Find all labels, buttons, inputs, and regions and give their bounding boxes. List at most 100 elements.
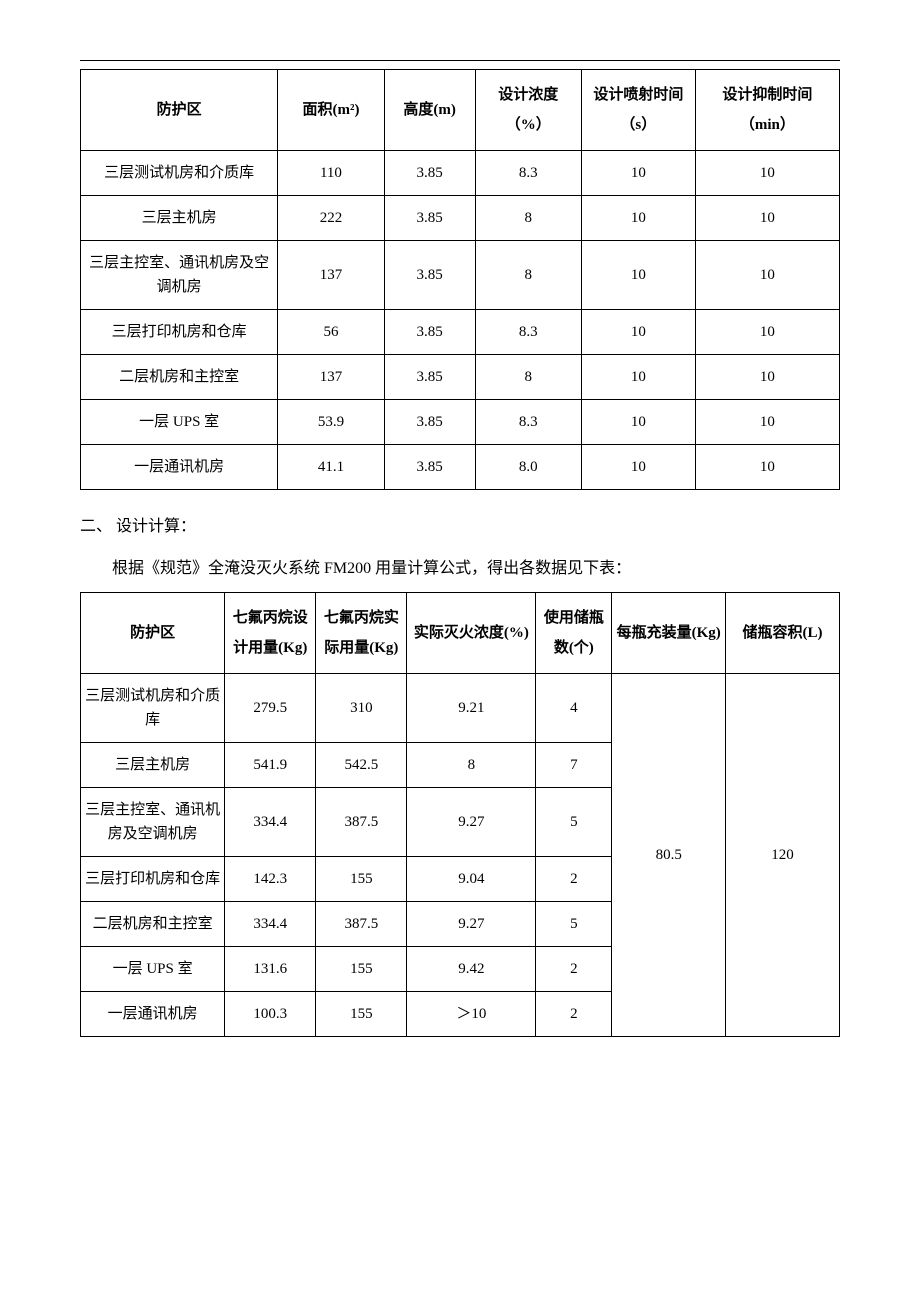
table-cell: 131.6 (225, 947, 316, 992)
table-cell: 53.9 (278, 400, 384, 445)
table-cell: 8 (475, 196, 581, 241)
col2-cyl-volume: 储瓶容积(L) (726, 593, 840, 674)
table-cell: 9.21 (407, 674, 536, 743)
col-spray-seconds: 设计喷射时间（s） (581, 70, 695, 151)
table-cell: 3.85 (384, 310, 475, 355)
table-cell: 三层主控室、通讯机房及空调机房 (81, 788, 225, 857)
table-cell: 100.3 (225, 992, 316, 1037)
table-cell: 10 (695, 310, 839, 355)
table-cell: 41.1 (278, 445, 384, 490)
col-height: 高度(m) (384, 70, 475, 151)
table-row: 三层测试机房和介质库279.53109.21480.5120 (81, 674, 840, 743)
table-cell: 10 (695, 196, 839, 241)
merged-cyl-volume-cell: 120 (726, 674, 840, 1037)
table-cell: 三层主机房 (81, 196, 278, 241)
table-cell: 110 (278, 151, 384, 196)
table-cell: 三层测试机房和介质库 (81, 151, 278, 196)
table-cell: 56 (278, 310, 384, 355)
table-cell: 2 (536, 947, 612, 992)
table-cell: 279.5 (225, 674, 316, 743)
col2-actual-conc: 实际灭火浓度(%) (407, 593, 536, 674)
table-cell: 8 (475, 241, 581, 310)
col2-zone: 防护区 (81, 593, 225, 674)
table-cell: 7 (536, 743, 612, 788)
table-cell: 334.4 (225, 788, 316, 857)
table-row: 三层测试机房和介质库1103.858.31010 (81, 151, 840, 196)
table-cell: 8.3 (475, 400, 581, 445)
table-cell: 9.04 (407, 857, 536, 902)
table-cell: 三层打印机房和仓库 (81, 310, 278, 355)
table-cell: 9.27 (407, 788, 536, 857)
table-row: 三层主机房2223.8581010 (81, 196, 840, 241)
table-cell: 5 (536, 902, 612, 947)
table-cell: 10 (695, 241, 839, 310)
section-2-note: 根据《规范》全淹没灭火系统 FM200 用量计算公式，得出各数据见下表： (80, 554, 840, 578)
table-cell: 142.3 (225, 857, 316, 902)
table-cell: 387.5 (316, 902, 407, 947)
table-cell: ＞10 (407, 992, 536, 1037)
table-cell: 三层主控室、通讯机房及空调机房 (81, 241, 278, 310)
table-cell: 10 (581, 151, 695, 196)
table-cell: 三层打印机房和仓库 (81, 857, 225, 902)
table-cell: 310 (316, 674, 407, 743)
table-cell: 334.4 (225, 902, 316, 947)
table-cell: 10 (695, 355, 839, 400)
col2-per-fill: 每瓶充装量(Kg) (612, 593, 726, 674)
col2-design-amount: 七氟丙烷设计用量(Kg) (225, 593, 316, 674)
table-cell: 一层通讯机房 (81, 445, 278, 490)
table-cell: 3.85 (384, 445, 475, 490)
table-cell: 137 (278, 241, 384, 310)
table-cell: 三层主机房 (81, 743, 225, 788)
table-cell: 542.5 (316, 743, 407, 788)
zone-parameters-table: 防护区 面积(m²) 高度(m) 设计浓度（%） 设计喷射时间（s） 设计抑制时… (80, 69, 840, 490)
table-cell: 3.85 (384, 196, 475, 241)
col-design-concentration: 设计浓度（%） (475, 70, 581, 151)
table1-header-row: 防护区 面积(m²) 高度(m) 设计浓度（%） 设计喷射时间（s） 设计抑制时… (81, 70, 840, 151)
table-cell: 8.3 (475, 151, 581, 196)
table-cell: 10 (581, 400, 695, 445)
fm200-calculation-table: 防护区 七氟丙烷设计用量(Kg) 七氟丙烷实际用量(Kg) 实际灭火浓度(%) … (80, 592, 840, 1037)
merged-per-fill-cell: 80.5 (612, 674, 726, 1037)
table-cell: 三层测试机房和介质库 (81, 674, 225, 743)
table-cell: 一层通讯机房 (81, 992, 225, 1037)
table-cell: 10 (581, 355, 695, 400)
table-cell: 10 (695, 445, 839, 490)
table-cell: 9.42 (407, 947, 536, 992)
table-row: 一层通讯机房41.13.858.01010 (81, 445, 840, 490)
col-suppress-minutes: 设计抑制时间（min） (695, 70, 839, 151)
col-area: 面积(m²) (278, 70, 384, 151)
table-cell: 155 (316, 992, 407, 1037)
table-cell: 5 (536, 788, 612, 857)
table-row: 一层 UPS 室53.93.858.31010 (81, 400, 840, 445)
table-cell: 10 (581, 241, 695, 310)
table-cell: 3.85 (384, 151, 475, 196)
table-cell: 155 (316, 857, 407, 902)
col-zone: 防护区 (81, 70, 278, 151)
table-row: 二层机房和主控室1373.8581010 (81, 355, 840, 400)
section-2-heading: 二、 设计计算： (80, 512, 840, 536)
table-cell: 二层机房和主控室 (81, 355, 278, 400)
table-cell: 2 (536, 857, 612, 902)
table-cell: 10 (581, 196, 695, 241)
table-cell: 二层机房和主控室 (81, 902, 225, 947)
col2-actual-amount: 七氟丙烷实际用量(Kg) (316, 593, 407, 674)
table-cell: 222 (278, 196, 384, 241)
table-cell: 3.85 (384, 355, 475, 400)
table-cell: 155 (316, 947, 407, 992)
table-cell: 8.0 (475, 445, 581, 490)
table-cell: 3.85 (384, 241, 475, 310)
table-cell: 10 (695, 400, 839, 445)
table-cell: 387.5 (316, 788, 407, 857)
table-cell: 4 (536, 674, 612, 743)
table-cell: 2 (536, 992, 612, 1037)
table-cell: 8.3 (475, 310, 581, 355)
table-cell: 10 (695, 151, 839, 196)
table-cell: 8 (407, 743, 536, 788)
table-cell: 137 (278, 355, 384, 400)
table-cell: 541.9 (225, 743, 316, 788)
table-row: 三层主控室、通讯机房及空调机房1373.8581010 (81, 241, 840, 310)
page-top-rule (80, 60, 840, 61)
table-cell: 一层 UPS 室 (81, 400, 278, 445)
table-cell: 9.27 (407, 902, 536, 947)
col2-cylinders: 使用储瓶数(个) (536, 593, 612, 674)
